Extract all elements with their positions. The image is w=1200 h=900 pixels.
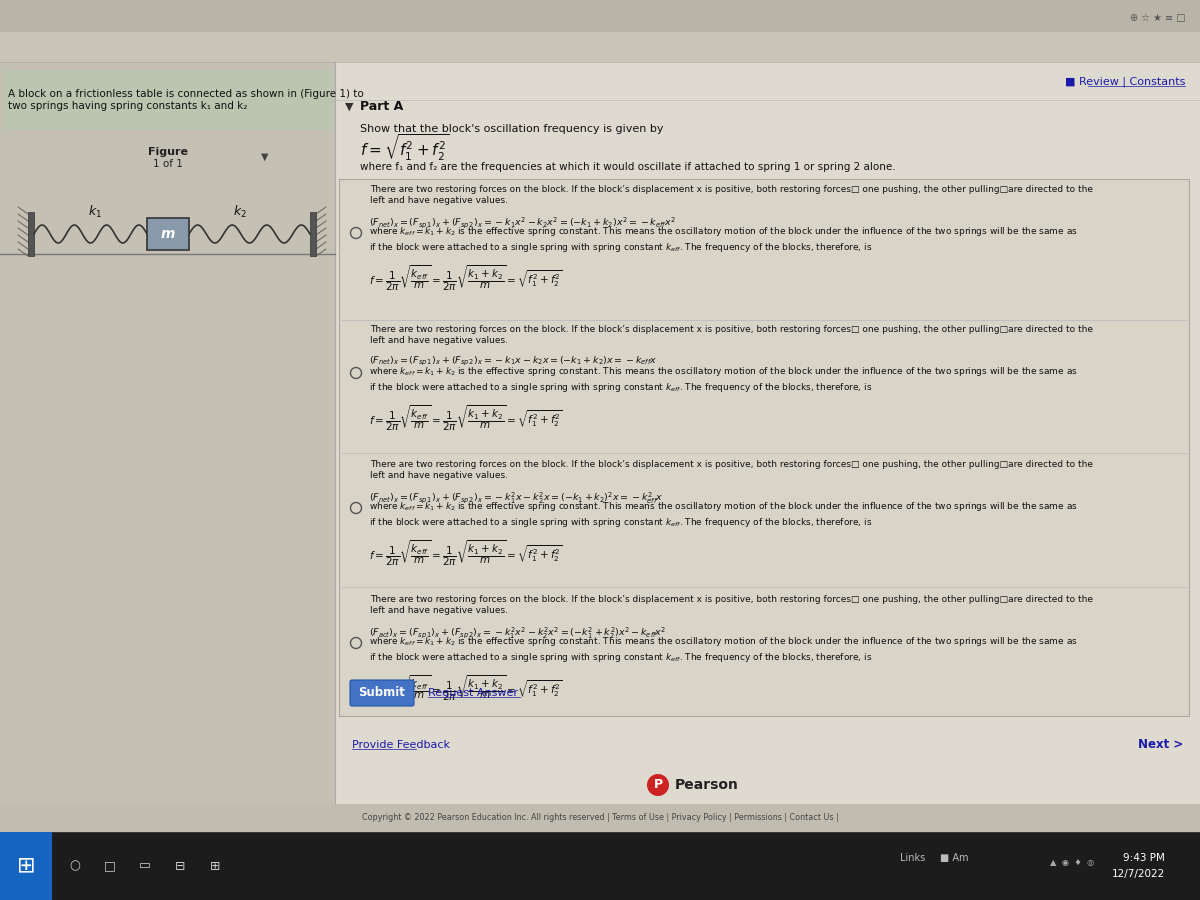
Bar [0,0,1200,32]
Text: where $k_{eff} = k_1 + k_2$ is the effective spring constant. This means the osc: where $k_{eff} = k_1 + k_2$ is the effec… [370,225,1078,254]
Text: Request Answer: Request Answer [428,688,518,698]
Text: ▭: ▭ [139,860,151,872]
Text: $(F_{net})_x=(F_{sp\,1})_x+(F_{sp\,2})_x=-k_1x-k_2x=(-k_1+k_2)x=-k_{eff}x$: $(F_{net})_x=(F_{sp\,1})_x+(F_{sp\,2})_x… [370,355,658,368]
Text: Pearson: Pearson [674,778,739,792]
Text: ⊞: ⊞ [17,856,35,876]
Text: Next >: Next > [1138,739,1183,752]
FancyBboxPatch shape [340,179,1189,716]
Text: There are two restoring forces on the block. If the block’s displacement x is po: There are two restoring forces on the bl… [370,185,1093,205]
Text: ▼: ▼ [262,152,269,162]
Text: where $k_{eff} = k_1 + k_2$ is the effective spring constant. This means the osc: where $k_{eff} = k_1 + k_2$ is the effec… [370,365,1078,393]
Text: ■ Am: ■ Am [940,853,968,863]
Text: where $k_{eff} = k_1 + k_2$ is the effective spring constant. This means the osc: where $k_{eff} = k_1 + k_2$ is the effec… [370,500,1078,528]
Text: $(F_{act})_x=(F_{sp\,1})_x+(F_{sp\,2})_x=-k_1^2x^2-k_2^2x^2=(-k_1^2+k_2^2)x^2-k_: $(F_{act})_x=(F_{sp\,1})_x+(F_{sp\,2})_x… [370,625,666,640]
Text: □: □ [104,860,116,872]
Circle shape [647,774,670,796]
Text: $k_1$: $k_1$ [88,204,102,220]
Text: Figure: Figure [148,147,188,157]
Text: where f₁ and f₂ are the frequencies at which it would oscillate if attached to s: where f₁ and f₂ are the frequencies at w… [360,162,895,172]
Text: $f=\sqrt{f_1^2+f_2^2}$: $f=\sqrt{f_1^2+f_2^2}$ [360,133,450,163]
Bar [28,212,34,256]
Text: P: P [654,778,662,791]
Text: ○: ○ [70,860,80,872]
Text: $f=\dfrac{1}{2\pi}\sqrt{\dfrac{k_{eff}}{m}}=\dfrac{1}{2\pi}\sqrt{\dfrac{k_1+k_2}: $f=\dfrac{1}{2\pi}\sqrt{\dfrac{k_{eff}}{… [370,263,563,293]
Text: A block on a frictionless table is connected as shown in (Figure 1) to
two sprin: A block on a frictionless table is conne… [8,89,364,111]
Text: ⊕ ☆ ★ ≡ □: ⊕ ☆ ★ ≡ □ [1129,13,1186,23]
Text: ⊟: ⊟ [175,860,185,872]
Text: Show that the block's oscillation frequency is given by: Show that the block's oscillation freque… [360,124,664,134]
Text: ▲  ◉  ♦  ◎: ▲ ◉ ♦ ◎ [1050,858,1094,867]
Text: There are two restoring forces on the block. If the block’s displacement x is po: There are two restoring forces on the bl… [370,595,1093,615]
Text: 9:43 PM: 9:43 PM [1123,853,1165,863]
Text: Part A: Part A [360,101,403,113]
Text: $f=\dfrac{1}{2\pi}\sqrt{\dfrac{k_{eff}}{m}}=\dfrac{1}{2\pi}\sqrt{\dfrac{k_1+k_2}: $f=\dfrac{1}{2\pi}\sqrt{\dfrac{k_{eff}}{… [370,538,563,568]
Bar [310,212,316,256]
Text: $f=\dfrac{1}{2\pi}\sqrt{\dfrac{k_{eff}}{m}}=\dfrac{1}{2\pi}\sqrt{\dfrac{k_1+k_2}: $f=\dfrac{1}{2\pi}\sqrt{\dfrac{k_{eff}}{… [370,403,563,433]
Text: $(F_{net})_x=(F_{sp\,1})_x+(F_{sp\,2})_x=-k_1^2x-k_2^2x=(-k_1+k_2)^2x=-k_{eff}^2: $(F_{net})_x=(F_{sp\,1})_x+(F_{sp\,2})_x… [370,490,664,505]
Bar [335,62,1200,832]
Text: m: m [161,227,175,241]
Text: ■ Review | Constants: ■ Review | Constants [1064,76,1186,87]
Text: There are two restoring forces on the block. If the block’s displacement x is po: There are two restoring forces on the bl… [370,460,1093,480]
Text: $f=\dfrac{1}{2\pi}\sqrt{\dfrac{k_{eff}}{m}}=\dfrac{1}{2\pi}\sqrt{\dfrac{k_1+k_2}: $f=\dfrac{1}{2\pi}\sqrt{\dfrac{k_{eff}}{… [370,673,563,703]
Text: 12/7/2022: 12/7/2022 [1111,869,1165,879]
Text: Copyright © 2022 Pearson Education Inc. All rights reserved | Terms of Use | Pri: Copyright © 2022 Pearson Education Inc. … [361,814,839,823]
Bar [4,70,332,130]
Text: 1 of 1: 1 of 1 [154,159,182,169]
Text: where $k_{eff} = k_1 + k_2$ is the effective spring constant. This means the osc: where $k_{eff} = k_1 + k_2$ is the effec… [370,635,1078,663]
Text: ⊞: ⊞ [210,860,221,872]
Bar [148,218,190,250]
Bar [0,32,1200,62]
FancyBboxPatch shape [350,680,414,706]
Bar [0,832,52,900]
Text: Provide Feedback: Provide Feedback [352,740,450,750]
Text: Links: Links [900,853,925,863]
Text: $k_2$: $k_2$ [233,204,247,220]
Text: $(F_{net})_x=(F_{sp\,1})_x+(F_{sp\,2})_x=-k_1x^2-k_2x^2=(-k_1+k_2)x^2=-k_{eff}x^: $(F_{net})_x=(F_{sp\,1})_x+(F_{sp\,2})_x… [370,215,676,230]
Bar [0,832,1200,900]
Text: There are two restoring forces on the block. If the block’s displacement x is po: There are two restoring forces on the bl… [370,325,1093,345]
Text: ▼: ▼ [346,102,354,112]
Bar [0,804,1200,832]
Text: Submit: Submit [359,687,406,699]
Bar [0,62,335,832]
